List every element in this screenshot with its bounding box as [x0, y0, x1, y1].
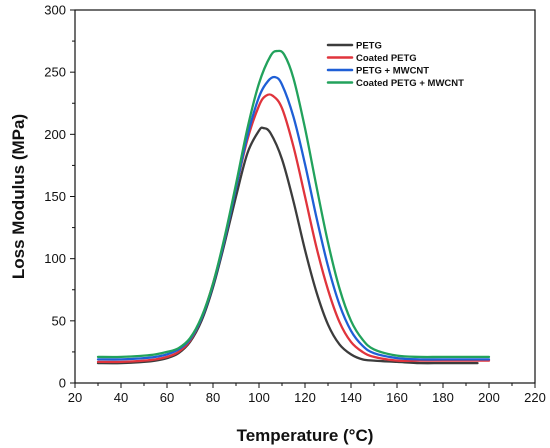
- x-tick-label-10: 220: [524, 390, 546, 405]
- legend-label-0: PETG: [356, 41, 382, 52]
- x-tick-label-9: 200: [478, 390, 500, 405]
- x-tick-label-1: 40: [114, 390, 128, 405]
- legend-label-2: PETG + MWCNT: [356, 66, 429, 77]
- y-tick-label-4: 200: [44, 127, 66, 142]
- y-tick-label-5: 250: [44, 65, 66, 80]
- legend-label-3: Coated PETG + MWCNT: [356, 78, 464, 89]
- y-axis-title: Loss Modulus (MPa): [9, 114, 28, 279]
- y-tick-label-3: 150: [44, 189, 66, 204]
- y-tick-label-1: 50: [52, 313, 66, 328]
- x-tick-label-8: 180: [432, 390, 454, 405]
- ticks-layer: 20 40 60 80 100 120 140 160 180 200 220 0 50 100 150 20…: [44, 3, 546, 406]
- x-tick-label-0: 20: [68, 390, 82, 405]
- x-axis-title: Temperature (°C): [237, 426, 374, 445]
- x-tick-label-4: 100: [248, 390, 270, 405]
- series-line-0: [96, 126, 479, 365]
- series-layer: [96, 49, 491, 365]
- series-line-2: [96, 75, 491, 361]
- series-line-3: [96, 49, 491, 359]
- x-tick-label-7: 160: [386, 390, 408, 405]
- series-line-1: [96, 93, 491, 364]
- x-tick-label-5: 120: [294, 390, 316, 405]
- x-tick-label-6: 140: [340, 390, 362, 405]
- y-tick-label-6: 300: [44, 3, 66, 18]
- x-tick-label-3: 80: [206, 390, 220, 405]
- x-tick-label-2: 60: [160, 390, 174, 405]
- y-tick-label-2: 100: [44, 251, 66, 266]
- legend-label-1: Coated PETG: [356, 53, 417, 64]
- y-tick-label-0: 0: [59, 376, 66, 391]
